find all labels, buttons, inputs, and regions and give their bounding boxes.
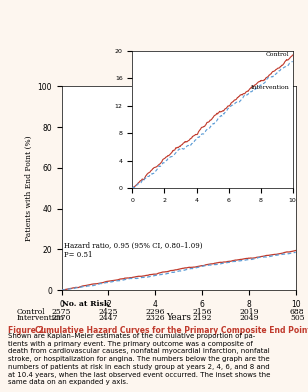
- Text: 2575: 2575: [52, 308, 71, 316]
- Text: Intervention: Intervention: [17, 314, 64, 322]
- Text: 2326: 2326: [145, 314, 165, 322]
- Text: Shown are Kaplan–Meier estimates of the cumulative proportion of pa-
tients with: Shown are Kaplan–Meier estimates of the …: [8, 333, 270, 385]
- Text: 2570: 2570: [52, 314, 71, 322]
- Text: 2192: 2192: [192, 314, 212, 322]
- Text: Control: Control: [17, 308, 46, 316]
- Text: Control: Control: [266, 53, 290, 57]
- Text: Cumulative Hazard Curves for the Primary Composite End Point.: Cumulative Hazard Curves for the Primary…: [35, 326, 308, 335]
- Text: 2447: 2447: [99, 314, 118, 322]
- Text: 688: 688: [290, 308, 305, 316]
- Text: Intervention: Intervention: [251, 85, 290, 90]
- Text: 2296: 2296: [145, 308, 165, 316]
- Text: 2425: 2425: [99, 308, 118, 316]
- Text: 2019: 2019: [239, 308, 259, 316]
- X-axis label: Years: Years: [166, 313, 191, 322]
- Text: Figure 2.: Figure 2.: [8, 326, 49, 335]
- Text: 2049: 2049: [239, 314, 259, 322]
- Y-axis label: Patients with End Point (%): Patients with End Point (%): [25, 135, 33, 241]
- Text: 505: 505: [290, 314, 305, 322]
- Text: Hazard ratio, 0.95 (95% CI, 0.80–1.09)
P= 0.51: Hazard ratio, 0.95 (95% CI, 0.80–1.09) P…: [64, 242, 202, 260]
- Text: 2156: 2156: [192, 308, 212, 316]
- Text: No. at Risk: No. at Risk: [62, 300, 109, 308]
